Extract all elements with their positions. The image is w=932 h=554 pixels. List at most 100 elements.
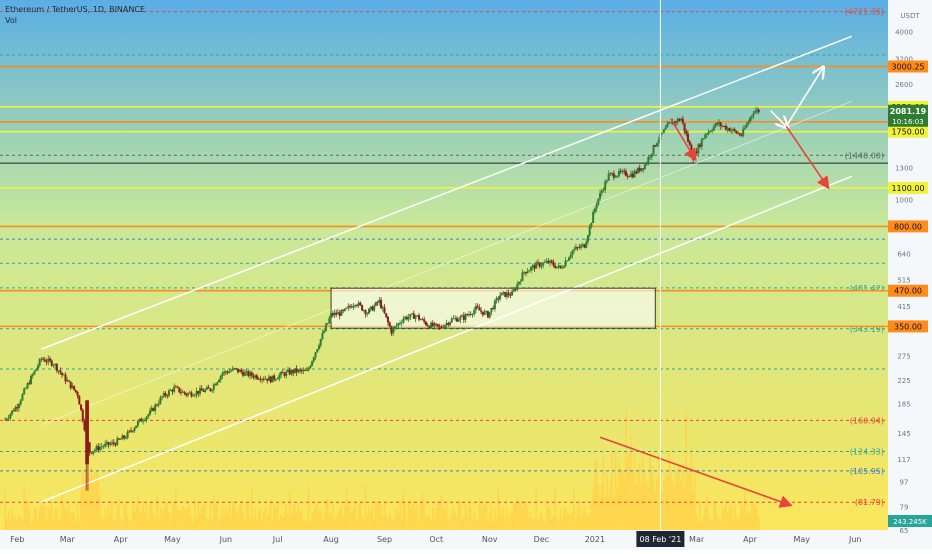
volume-value-label: 243.245K [893,518,927,526]
candle-body [112,442,115,444]
candle-body [324,324,327,331]
volume-bar [642,454,644,530]
countdown-label: 10:16:03 [892,118,923,126]
volume-bar [535,485,538,530]
volume-bar [511,510,513,530]
candle-body [350,306,353,308]
candle-body [571,250,574,256]
volume-bar [394,516,396,530]
price-tick-label: 97 [900,479,909,487]
volume-bar [468,502,470,530]
volume-bar [278,521,281,530]
volume-bar [661,493,663,530]
candle-body [414,315,417,319]
candle-body [623,170,626,172]
volume-bar [168,512,170,530]
volume-bar [42,502,44,530]
candle-body [55,364,58,371]
candle-body [97,446,100,451]
candle-body [533,265,536,269]
candle-body [262,378,265,380]
volume-bar [137,496,139,530]
candle-body [478,307,481,311]
candle-body [400,322,403,324]
candle-body [328,318,331,324]
volume-bar [385,513,388,530]
level-label: (343.19) [850,325,884,334]
candle-body [14,407,17,412]
crosshair-date-label: 08 Feb '21 [639,535,681,544]
volume-bar [713,502,715,530]
candle-body [718,122,721,125]
candle-body [449,322,452,325]
volume-bar [188,505,191,530]
volume-bar [706,494,708,530]
level-label: (124.33) [850,448,884,457]
volume-bar [719,521,722,530]
volume-bar [190,516,193,530]
volume-bar [509,512,512,530]
volume-bar [663,480,665,530]
volume-bar [94,472,96,530]
candle-body [117,438,120,440]
volume-bar [685,410,688,530]
volume-bar [463,517,465,530]
volume-bar [544,521,546,530]
volume-bar [499,506,501,530]
volume-bar [281,517,284,530]
volume-bar [250,486,253,530]
candle-body [417,315,420,320]
volume-bar [142,500,144,530]
volume-bar [733,505,736,530]
candle-body [16,407,19,409]
candle-body [199,388,202,394]
candle-body [654,145,657,147]
candle-body [454,318,457,320]
candle-body [702,138,705,140]
volume-bar [704,506,707,530]
candle-body [92,451,95,454]
candle-body [440,326,443,328]
volume-bar [133,511,136,530]
volume-bar [621,470,624,530]
volume-bar [123,504,125,530]
volume-bar [226,513,229,530]
volume-bar [49,508,51,530]
volume-bar [185,510,188,530]
volume-bar [61,488,63,530]
volume-bar [83,478,86,530]
volume-bar [459,500,462,530]
candle-body [395,325,398,327]
candle-body [202,390,205,392]
candle-body [435,323,438,325]
volume-bar [57,519,60,530]
volume-bar [307,485,310,530]
volume-bar [454,513,457,530]
volume-bar [68,504,70,530]
candle-body [754,111,757,114]
candle-body [167,390,170,396]
candle-body [330,313,333,319]
candle-body [614,177,617,178]
volume-bar [714,504,717,530]
volume-bar [440,494,443,530]
volume-bar [423,505,425,530]
candle-body [157,403,160,406]
volume-bar [330,512,332,530]
candle-body [419,319,422,321]
candle-body [5,419,8,420]
volume-bar [200,507,203,530]
volume-bar [140,509,143,530]
candle-body [569,255,572,258]
candle-body [566,260,569,262]
candle-body [461,315,464,317]
candle-body [142,420,145,422]
volume-bar [114,521,117,530]
candle-body [197,390,200,394]
candle-body [243,372,246,376]
volume-bar [23,483,25,530]
candle-body [523,271,526,273]
candle-body [447,323,450,325]
time-tick-label: Nov [482,535,498,544]
